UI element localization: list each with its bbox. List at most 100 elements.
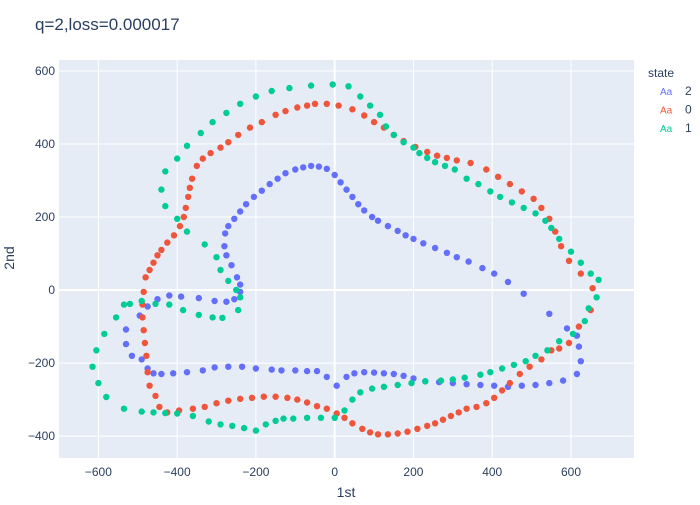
data-point [349, 396, 356, 403]
data-point [355, 201, 362, 208]
data-point [437, 377, 445, 384]
data-point [284, 394, 291, 401]
data-point [207, 149, 214, 157]
data-point [237, 208, 244, 215]
data-point [317, 414, 325, 421]
data-point [439, 416, 447, 423]
data-point [174, 155, 181, 162]
data-point [455, 409, 462, 416]
series-0 [139, 100, 596, 438]
data-point [370, 118, 378, 126]
data-point [357, 93, 364, 100]
data-point [229, 422, 236, 430]
data-point [390, 370, 397, 378]
data-point [294, 396, 301, 403]
legend-swatch: Aa [660, 106, 673, 117]
data-point [518, 382, 525, 389]
data-point [138, 408, 145, 415]
data-point [221, 243, 228, 250]
data-point [556, 235, 563, 243]
data-point [431, 420, 439, 427]
data-point [112, 314, 120, 321]
data-point [195, 311, 202, 319]
data-point [182, 204, 189, 212]
data-point [473, 403, 480, 411]
legend-title: state [648, 66, 674, 80]
x-axis-title: 1st [337, 484, 356, 500]
data-point [152, 300, 159, 308]
data-point [252, 365, 260, 372]
data-point [164, 239, 171, 246]
data-point [575, 323, 583, 330]
data-point [272, 393, 279, 400]
data-point [188, 175, 196, 182]
data-point [382, 123, 390, 130]
y-axis-ticks: −400 −200 0 200 400 600 [28, 64, 55, 443]
data-point [95, 379, 102, 387]
data-point [331, 414, 338, 421]
data-point [237, 294, 244, 301]
data-point [158, 370, 165, 378]
legend-swatch: Aa [660, 124, 673, 135]
data-point [475, 180, 482, 188]
data-point [166, 301, 173, 308]
data-point [510, 361, 518, 369]
data-point [201, 403, 208, 411]
data-point [213, 254, 220, 261]
data-point [331, 171, 338, 179]
data-point [233, 274, 241, 281]
data-point [307, 82, 315, 89]
data-point [170, 370, 177, 377]
data-point [585, 305, 592, 312]
data-point [128, 352, 136, 359]
data-point [300, 164, 307, 171]
data-point [223, 109, 230, 117]
data-point [209, 118, 216, 126]
data-point [303, 102, 311, 109]
legend-item-1[interactable]: Aa 1 [660, 121, 692, 135]
legend-item-2[interactable]: Aa 2 [660, 84, 692, 98]
legend-item-0[interactable]: Aa 0 [660, 103, 692, 117]
data-point [577, 358, 584, 365]
data-point [248, 394, 256, 401]
data-point [538, 204, 545, 212]
data-point [225, 222, 232, 230]
data-point [211, 297, 218, 305]
data-point [179, 306, 187, 314]
data-point [225, 363, 232, 370]
data-point [577, 270, 584, 277]
data-point [424, 154, 431, 162]
data-points [89, 81, 602, 438]
data-point [166, 292, 173, 299]
data-point [233, 286, 240, 294]
data-point [138, 297, 145, 305]
data-point [246, 124, 254, 131]
data-point [589, 285, 596, 292]
plot-area [59, 60, 634, 458]
data-point [341, 407, 348, 414]
data-point [477, 381, 484, 389]
data-point [335, 102, 342, 109]
data-point [180, 213, 187, 221]
data-point [237, 281, 244, 288]
y-tick-label: 600 [35, 64, 55, 78]
data-point [223, 298, 230, 305]
data-point [424, 422, 431, 430]
data-point [242, 201, 250, 208]
y-tick-label: −400 [28, 429, 55, 443]
data-point [152, 392, 159, 400]
data-point [587, 270, 594, 277]
data-point [447, 412, 455, 420]
data-point [361, 207, 368, 214]
data-point [143, 352, 150, 359]
data-point [211, 364, 218, 371]
data-point [573, 370, 581, 378]
data-point [380, 383, 388, 390]
data-point [101, 330, 108, 338]
data-point [538, 356, 545, 363]
data-point [361, 112, 368, 119]
y-axis-title: 2nd [1, 246, 17, 269]
data-point [209, 314, 216, 321]
data-point [122, 326, 130, 333]
